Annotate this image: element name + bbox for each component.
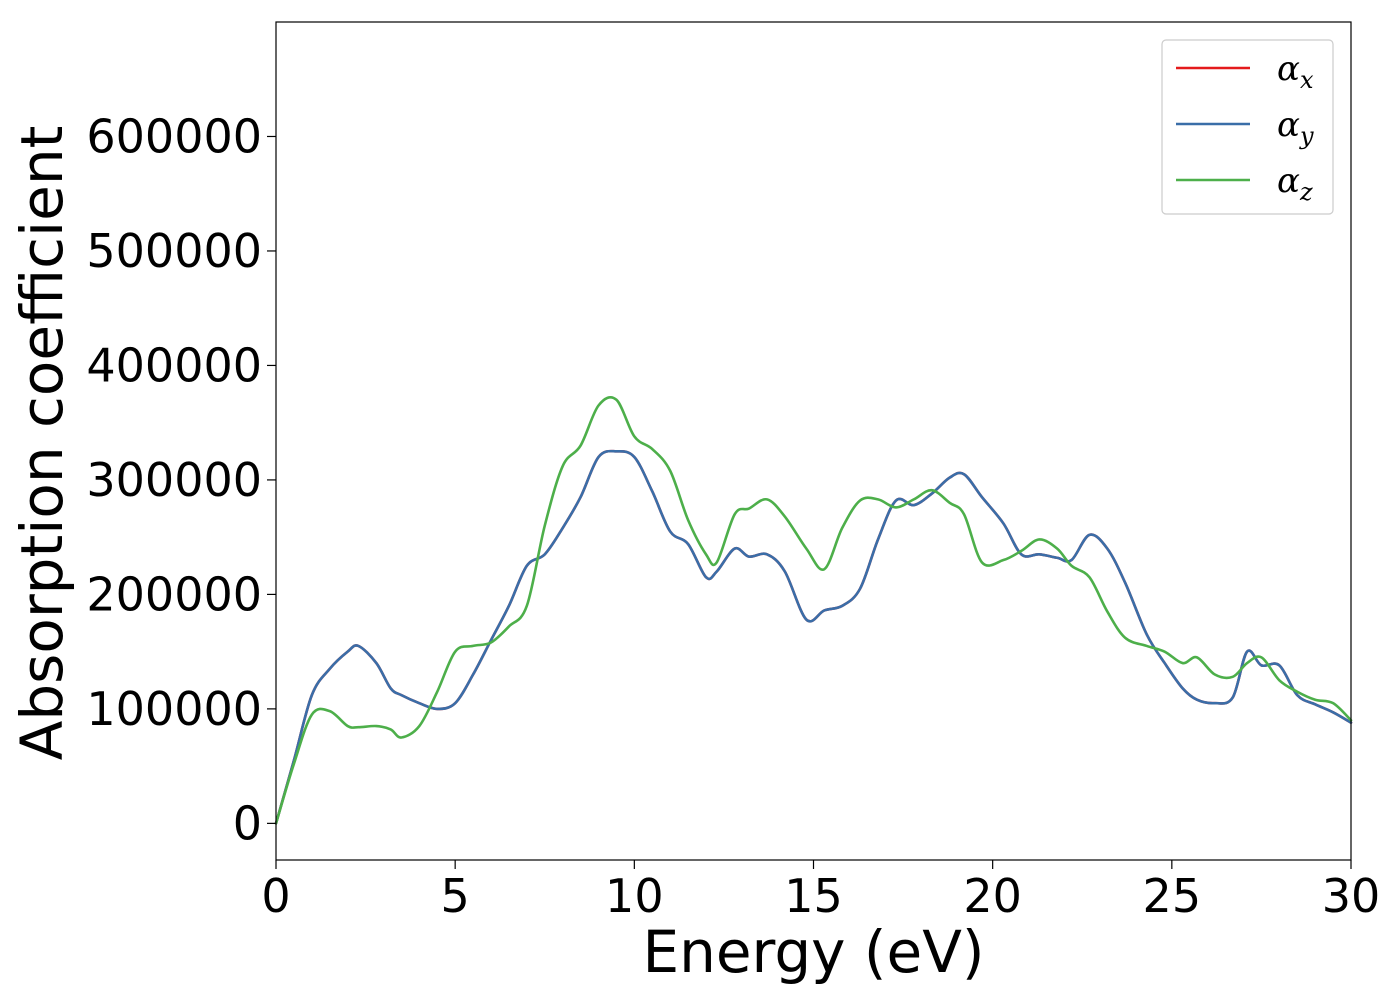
y-tick-label: 100000 [86, 682, 262, 736]
x-tick-label: 10 [605, 869, 664, 923]
legend-label-2: αy [1277, 105, 1314, 150]
x-axis: 0 5 10 15 20 25 30 [261, 860, 1380, 923]
y-tick-label: 200000 [86, 567, 262, 621]
y-tick-label: 300000 [86, 453, 262, 507]
x-tick-label: 30 [1322, 869, 1381, 923]
legend-label-3: αz [1277, 161, 1313, 206]
y-tick-label: 0 [233, 796, 262, 850]
y-tick-label: 500000 [86, 224, 262, 278]
legend-label-1: αx [1277, 49, 1314, 94]
series-layer [274, 396, 1353, 825]
x-tick-label: 25 [1143, 869, 1202, 923]
series-line-2 [274, 449, 1353, 825]
x-axis-label: Energy (eV) [642, 918, 984, 986]
legend-box [1161, 39, 1334, 215]
y-axis: 0 100000 200000 300000 400000 500000 600000 [86, 109, 276, 850]
x-tick-label: 20 [963, 869, 1022, 923]
x-tick-label: 0 [261, 869, 290, 923]
x-tick-label: 5 [441, 869, 470, 923]
legend: αx αy αz [1161, 39, 1334, 215]
x-tick-label: 15 [784, 869, 843, 923]
y-tick-label: 400000 [86, 338, 262, 392]
series-line-3 [274, 396, 1353, 825]
y-tick-label: 600000 [86, 109, 262, 163]
y-axis-label: Absorption coefficient [8, 126, 76, 761]
